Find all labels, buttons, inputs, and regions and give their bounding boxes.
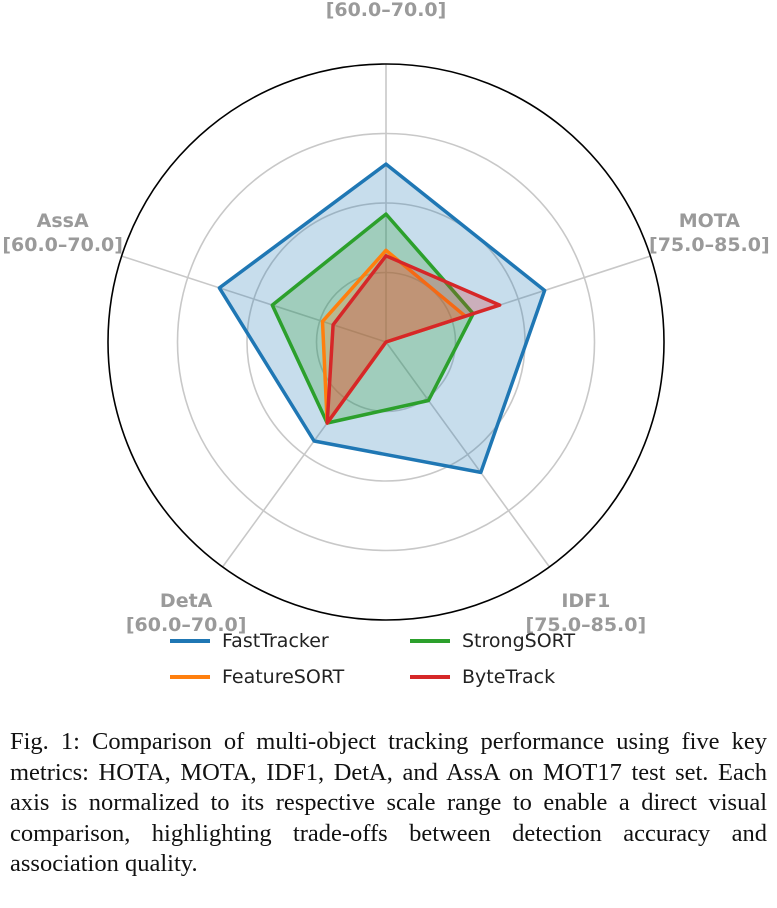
axis-label-mota: MOTA bbox=[679, 210, 741, 232]
axis-label-deta: DetA bbox=[160, 590, 213, 612]
axis-range-assa: [60.0–70.0] bbox=[2, 234, 123, 256]
legend-label-bytetrack: ByteTrack bbox=[462, 666, 556, 688]
legend: FastTracker StrongSORT FeatureSORT ByteT… bbox=[170, 628, 630, 692]
legend-label-strongsort: StrongSORT bbox=[462, 630, 576, 652]
series-line-strongsort bbox=[270, 212, 475, 425]
legend-item-bytetrack: ByteTrack bbox=[410, 664, 630, 690]
legend-swatch-featuresort bbox=[170, 675, 210, 679]
series-line-bytetrack bbox=[325, 254, 502, 425]
axis-spoke-idf1 bbox=[385, 341, 551, 568]
axis-range-hota: [60.0–70.0] bbox=[326, 0, 447, 21]
series-fill-fasttracker bbox=[219, 164, 545, 473]
legend-item-strongsort: StrongSORT bbox=[410, 628, 630, 654]
legend-swatch-strongsort bbox=[410, 639, 450, 643]
axis-label-idf1: IDF1 bbox=[561, 590, 610, 612]
legend-swatch-bytetrack bbox=[410, 675, 450, 679]
outer-circle bbox=[107, 63, 665, 621]
axis-label-assa: AssA bbox=[37, 210, 89, 232]
series-line-fasttracker bbox=[217, 162, 547, 475]
radar-chart: HOTA[60.0–70.0]MOTA[75.0–85.0]IDF1[75.0–… bbox=[2, 0, 770, 636]
axis-range-deta: [60.0–70.0] bbox=[126, 614, 247, 636]
series-fill-bytetrack bbox=[327, 255, 500, 423]
figure-caption: Fig. 1: Comparison of multi-object track… bbox=[10, 728, 767, 877]
legend-item-featuresort: FeatureSORT bbox=[170, 664, 410, 690]
axis-spoke-assa bbox=[121, 255, 387, 343]
axis-range-mota: [75.0–85.0] bbox=[649, 234, 770, 256]
legend-swatch-fasttracker bbox=[170, 639, 210, 643]
legend-label-fasttracker: FastTracker bbox=[222, 630, 329, 652]
legend-item-fasttracker: FastTracker bbox=[170, 628, 410, 654]
legend-label-featuresort: FeatureSORT bbox=[222, 666, 345, 688]
axis-range-idf1: [75.0–85.0] bbox=[526, 614, 647, 636]
